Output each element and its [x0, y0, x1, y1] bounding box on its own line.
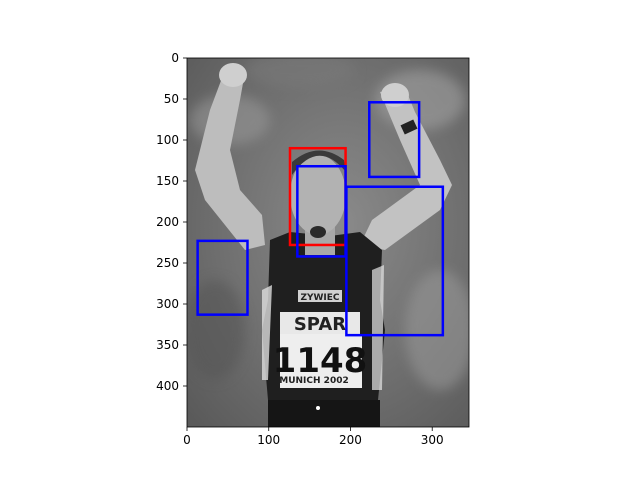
x-tick-label: 0: [183, 433, 191, 447]
image-brand-text: ZYWIEC: [300, 293, 339, 303]
y-tick-label: 0: [171, 51, 179, 65]
x-tick-label: 200: [339, 433, 362, 447]
image-bib-number: 1148: [273, 341, 368, 381]
y-tick-label: 300: [156, 297, 179, 311]
bounding-box-4: [345, 185, 445, 337]
axes-frame: [186, 57, 470, 428]
axes: [186, 57, 470, 428]
y-tick-label: 150: [156, 174, 179, 188]
y-tick-label: 350: [156, 338, 179, 352]
image-sponsor-text: SPAR: [294, 314, 346, 335]
y-axis: 0 50 100 150 200 250 300 350 400: [156, 51, 187, 393]
bounding-box-3: [368, 101, 421, 179]
y-tick-label: 100: [156, 133, 179, 147]
bounding-box-5: [196, 239, 249, 316]
x-tick-label: 100: [257, 433, 280, 447]
x-tick-label: 300: [421, 433, 444, 447]
detection-boxes: [196, 101, 445, 337]
x-axis: 0 100 200 300: [183, 427, 444, 447]
y-tick-label: 200: [156, 215, 179, 229]
y-tick-label: 400: [156, 379, 179, 393]
y-tick-label: 250: [156, 256, 179, 270]
y-tick-label: 50: [164, 92, 179, 106]
photo-image: SPAR ZYWIEC 1148 MUNICH 2002: [187, 58, 469, 427]
image-event-text: MUNICH 2002: [279, 376, 348, 386]
